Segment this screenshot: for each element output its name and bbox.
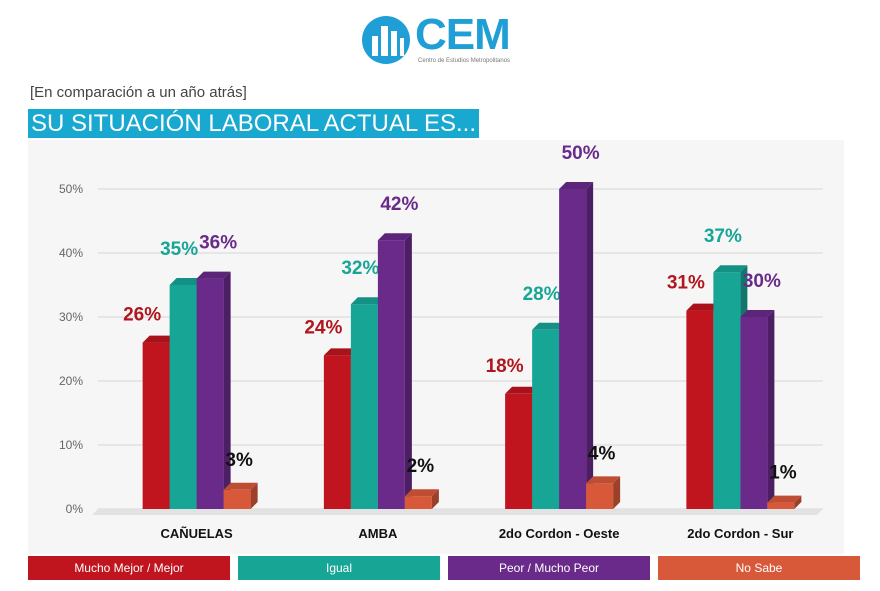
- bar: [559, 189, 587, 509]
- bar: [196, 278, 224, 509]
- y-tick-label: 40%: [59, 246, 83, 260]
- data-label: 28%: [523, 284, 561, 305]
- bar-top: [196, 271, 231, 279]
- data-label: 37%: [704, 226, 742, 247]
- bar-chart: 0% 10% 20% 30% 40% 50% 26% 35% 36% 3% CAÑUELAS 24% 3…: [59, 143, 823, 541]
- bar-side: [223, 271, 231, 509]
- bar-top: [505, 386, 540, 394]
- bar: [404, 496, 432, 509]
- bar: [740, 317, 768, 509]
- bar-top: [532, 322, 567, 330]
- bar-top: [404, 489, 439, 497]
- data-label: 30%: [743, 271, 781, 292]
- data-label: 4%: [588, 443, 616, 464]
- bar-side: [586, 182, 594, 509]
- data-label: 3%: [225, 450, 253, 471]
- data-label: 32%: [341, 258, 379, 279]
- bar-top: [377, 233, 412, 241]
- bar-side: [404, 233, 412, 509]
- bar: [223, 489, 251, 509]
- bar-top: [713, 265, 748, 273]
- bar-side: [794, 495, 802, 509]
- data-label: 36%: [199, 233, 237, 254]
- data-label: 42%: [380, 194, 418, 215]
- bar: [169, 285, 197, 509]
- legend-item: Igual: [238, 556, 440, 580]
- bar-top: [223, 482, 258, 490]
- bar: [505, 393, 533, 509]
- bar-top: [169, 278, 204, 285]
- bar: [767, 502, 795, 509]
- bar-top: [586, 476, 621, 484]
- bar-top: [323, 348, 358, 356]
- data-label: 18%: [486, 356, 524, 377]
- logo-tagline: Centro de Estudios Metropolitanos: [418, 58, 511, 64]
- bar-side: [431, 489, 439, 509]
- data-label: 50%: [562, 143, 600, 164]
- x-category-label: 2do Cordon - Oeste: [499, 526, 620, 541]
- chart-legend: Mucho Mejor / Mejor Igual Peor / Mucho Peo…: [28, 556, 864, 580]
- x-category-label: CAÑUELAS: [161, 526, 234, 541]
- data-label: 24%: [304, 317, 342, 338]
- cem-logo: CEM Centro de Estudios Metropolitanos: [360, 10, 530, 70]
- logo-text: CEM: [415, 10, 511, 59]
- legend-item: Mucho Mejor / Mejor: [28, 556, 230, 580]
- bar: [686, 310, 714, 509]
- bar: [586, 483, 614, 509]
- bar: [142, 342, 170, 509]
- y-tick-label: 20%: [59, 374, 83, 388]
- bar: [323, 355, 351, 509]
- data-label: 2%: [407, 456, 435, 477]
- bar-side: [250, 482, 258, 509]
- data-label: 26%: [123, 305, 161, 326]
- y-tick-label: 0%: [66, 502, 84, 516]
- bar-side: [767, 310, 775, 509]
- x-category-label: 2do Cordon - Sur: [687, 526, 793, 541]
- bar: [713, 272, 741, 509]
- y-tick-label: 50%: [59, 182, 83, 196]
- legend-item: Peor / Mucho Peor: [448, 556, 650, 580]
- bar: [377, 240, 405, 509]
- bar-side: [613, 476, 621, 509]
- bar-top: [142, 335, 177, 343]
- building-icon: [362, 16, 410, 64]
- data-label: 35%: [160, 239, 198, 260]
- bar-top: [686, 303, 721, 311]
- chart-title: SU SITUACIÓN LABORAL ACTUAL ES...: [28, 109, 480, 138]
- x-category-label: AMBA: [358, 526, 398, 541]
- bar-top: [767, 495, 802, 503]
- chart-subtitle: [En comparación a un año atrás]: [30, 84, 247, 101]
- legend-item: No Sabe: [658, 556, 860, 580]
- data-label: 1%: [769, 463, 797, 484]
- data-label: 31%: [667, 273, 705, 294]
- chart-floor: [92, 509, 823, 515]
- bar-top: [350, 297, 385, 305]
- bar: [532, 329, 560, 509]
- y-tick-label: 30%: [59, 310, 83, 324]
- bar-top: [559, 182, 594, 189]
- bar-top: [740, 310, 775, 317]
- bar: [350, 304, 378, 509]
- y-tick-label: 10%: [59, 438, 83, 452]
